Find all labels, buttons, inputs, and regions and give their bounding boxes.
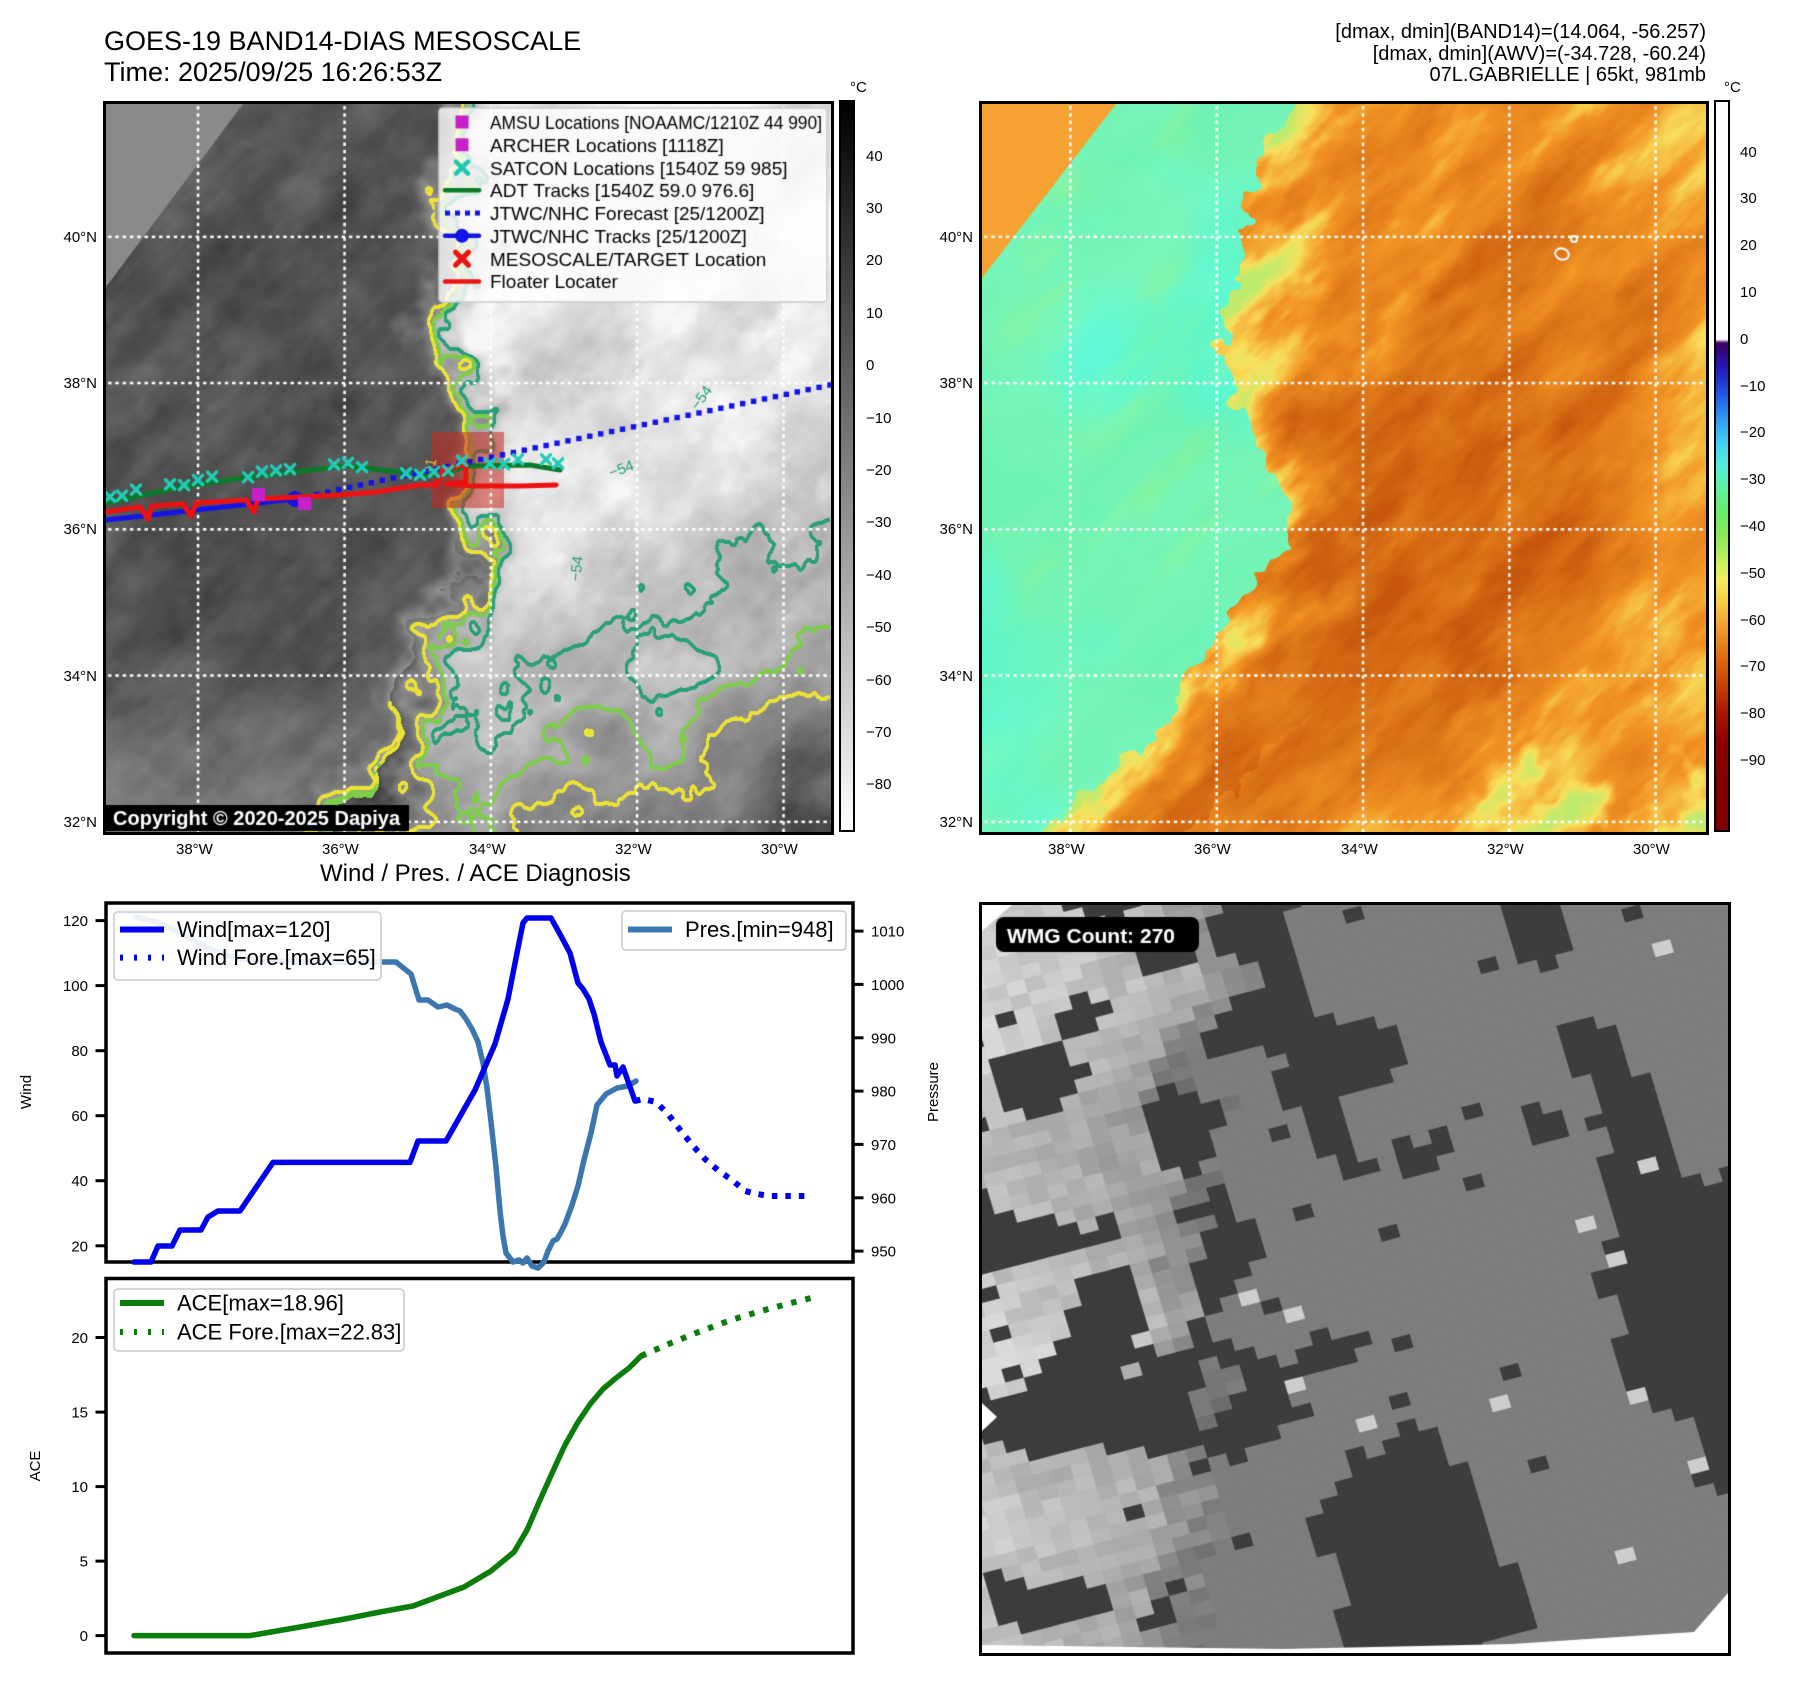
svg-text:120: 120: [63, 913, 88, 930]
svg-text:950: 950: [871, 1244, 896, 1261]
svg-text:15: 15: [71, 1405, 88, 1422]
svg-text:5: 5: [80, 1554, 88, 1571]
svg-text:970: 970: [871, 1137, 896, 1154]
svg-text:ACE Fore.[max=22.83]: ACE Fore.[max=22.83]: [177, 1320, 401, 1345]
svg-text:60: 60: [71, 1108, 88, 1125]
svg-text:40: 40: [71, 1173, 88, 1190]
svg-text:1010: 1010: [871, 924, 904, 941]
svg-text:100: 100: [63, 978, 88, 995]
svg-text:Wind: Wind: [18, 1075, 35, 1109]
svg-text:20: 20: [71, 1330, 88, 1347]
svg-text:10: 10: [71, 1479, 88, 1496]
svg-text:960: 960: [871, 1190, 896, 1207]
svg-text:Wind Fore.[max=65]: Wind Fore.[max=65]: [177, 945, 376, 970]
svg-text:990: 990: [871, 1030, 896, 1047]
svg-text:1000: 1000: [871, 977, 904, 994]
svg-text:ACE: ACE: [27, 1451, 44, 1482]
svg-text:Pres.[min=948]: Pres.[min=948]: [685, 917, 834, 942]
svg-text:80: 80: [71, 1043, 88, 1060]
svg-text:Wind[max=120]: Wind[max=120]: [177, 917, 330, 942]
svg-text:0: 0: [80, 1628, 88, 1645]
svg-text:20: 20: [71, 1238, 88, 1255]
svg-text:ACE[max=18.96]: ACE[max=18.96]: [177, 1291, 344, 1316]
svg-text:980: 980: [871, 1084, 896, 1101]
